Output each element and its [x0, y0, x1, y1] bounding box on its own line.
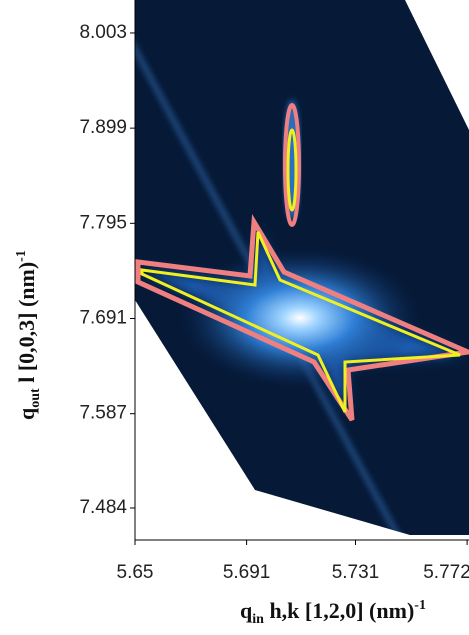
x-tick-label: 5.691 — [223, 562, 271, 583]
label-text: l [0,0,3] (nm) — [14, 262, 39, 388]
intensity-map — [135, 0, 469, 535]
x-tick-label: 5.731 — [332, 562, 380, 583]
label-superscript: -1 — [414, 598, 426, 613]
label-subscript: out — [28, 388, 43, 408]
y-tick-label: 7.899 — [79, 117, 127, 138]
y-tick-label: 7.587 — [79, 403, 127, 424]
y-tick-label: 7.795 — [79, 212, 127, 233]
label-text: h,k [1,2,0] (nm) — [264, 598, 414, 623]
label-superscript: -1 — [14, 250, 29, 262]
y-tick-label: 7.691 — [79, 308, 127, 329]
x-tick-label: 5.65 — [117, 562, 154, 583]
label-symbol: q — [14, 407, 39, 420]
y-tick-label: 7.484 — [79, 497, 127, 518]
y-axis-label: qout l [0,0,3] (nm)-1 — [14, 250, 43, 420]
x-axis-label: qin h,k [1,2,0] (nm)-1 — [240, 598, 426, 627]
label-subscript: in — [252, 612, 264, 627]
label-symbol: q — [240, 598, 253, 623]
x-tick-label: 5.772 — [423, 562, 469, 583]
y-tick-label: 8.003 — [79, 22, 127, 43]
